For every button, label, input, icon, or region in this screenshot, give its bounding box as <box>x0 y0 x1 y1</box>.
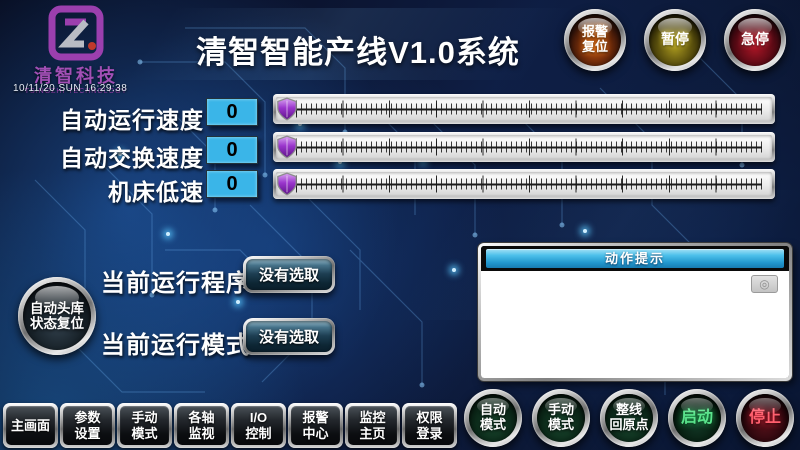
brand-block: 清智科技 TSINGZHI TECHNOLOGY <box>15 5 137 95</box>
page-title: 清智智能产线V1.0系统 <box>196 35 520 70</box>
nav-alarm-center-button[interactable]: 报警 中心 <box>288 403 343 448</box>
glow-dot-decoration <box>583 229 587 233</box>
nav-manual-mode-button[interactable]: 手动 模式 <box>117 403 172 448</box>
slider-thumb-shield-icon[interactable] <box>277 172 297 196</box>
current-mode-select-button[interactable]: 没有选取 <box>243 318 335 355</box>
alarm-reset-button[interactable]: 报警 复位 <box>564 9 626 71</box>
auto-head-magazine-reset-button[interactable]: 自动头库 状态复位 <box>18 277 96 355</box>
auto-mode-button[interactable]: 自动 模式 <box>464 389 522 447</box>
manual-mode-button[interactable]: 手动 模式 <box>532 389 590 447</box>
pause-button[interactable]: 暂停 <box>644 9 706 71</box>
pause-label: 暂停 <box>661 31 689 48</box>
line-home-return-button[interactable]: 整线 回原点 <box>600 389 658 447</box>
head-reset-label-line2: 状态复位 <box>30 316 84 331</box>
slider-thumb-shield-icon[interactable] <box>277 97 297 121</box>
brand-name-en: TSINGZHI TECHNOLOGY <box>24 88 128 95</box>
brand-logo-icon <box>48 5 104 61</box>
slider-major-ticks <box>296 100 762 118</box>
slider-major-ticks <box>296 138 762 156</box>
glow-dot-decoration <box>298 122 302 126</box>
current-mode-label: 当前运行模式 <box>101 332 251 359</box>
nav-monitor-home-button[interactable]: 监控 主页 <box>345 403 400 448</box>
nav-main-screen-button[interactable]: 主画面 <box>3 403 58 448</box>
record-circle-icon: ◎ <box>759 277 770 291</box>
emergency-stop-button[interactable]: 急停 <box>724 9 786 71</box>
start-button[interactable]: 启动 <box>668 389 726 447</box>
nav-parameter-settings-button[interactable]: 参数 设置 <box>60 403 115 448</box>
nav-io-control-button[interactable]: I/O 控制 <box>231 403 286 448</box>
head-reset-label-line1: 自动头库 <box>30 300 84 316</box>
slider-thumb-shield-icon[interactable] <box>277 135 297 159</box>
brand-name: 清智科技 <box>34 66 118 86</box>
action-prompt-content: ◎ <box>481 271 789 378</box>
alarm-reset-label-line2: 复位 <box>581 39 608 54</box>
current-program-label: 当前运行程序 <box>101 270 251 297</box>
datetime-display: 10/11/20 SUN 16:29:38 <box>13 83 128 94</box>
auto-run-speed-value[interactable]: 0 <box>206 98 258 126</box>
nav-permission-login-button[interactable]: 权限 登录 <box>402 403 457 448</box>
glow-dot-decoration <box>452 268 456 272</box>
glow-dot-decoration <box>338 160 342 164</box>
alarm-reset-label-line1: 报警 <box>581 24 608 40</box>
auto-exchange-speed-label: 自动交换速度 <box>60 145 204 171</box>
machine-low-speed-slider[interactable] <box>273 169 775 199</box>
auto-run-speed-slider[interactable] <box>273 94 775 124</box>
stop-button[interactable]: 停止 <box>736 389 794 447</box>
current-program-value: 没有选取 <box>246 259 332 290</box>
slider-major-ticks <box>296 175 762 193</box>
glow-dot-decoration <box>166 232 170 236</box>
current-mode-value: 没有选取 <box>246 321 332 352</box>
action-prompt-panel: 动作提示 ◎ <box>478 243 792 381</box>
glow-dot-decoration <box>118 152 122 156</box>
action-prompt-header: 动作提示 <box>481 246 789 271</box>
auto-exchange-speed-value[interactable]: 0 <box>206 136 258 164</box>
glow-dot-decoration <box>236 300 240 304</box>
auto-run-speed-label: 自动运行速度 <box>60 107 204 133</box>
machine-low-speed-label: 机床低速 <box>108 179 204 205</box>
machine-low-speed-value[interactable]: 0 <box>206 170 258 198</box>
action-prompt-title: 动作提示 <box>486 249 784 268</box>
nav-axis-monitor-button[interactable]: 各轴 监视 <box>174 403 229 448</box>
current-program-select-button[interactable]: 没有选取 <box>243 256 335 293</box>
estop-label: 急停 <box>741 31 769 48</box>
panel-corner-button[interactable]: ◎ <box>751 275 778 293</box>
auto-exchange-speed-slider[interactable] <box>273 132 775 162</box>
